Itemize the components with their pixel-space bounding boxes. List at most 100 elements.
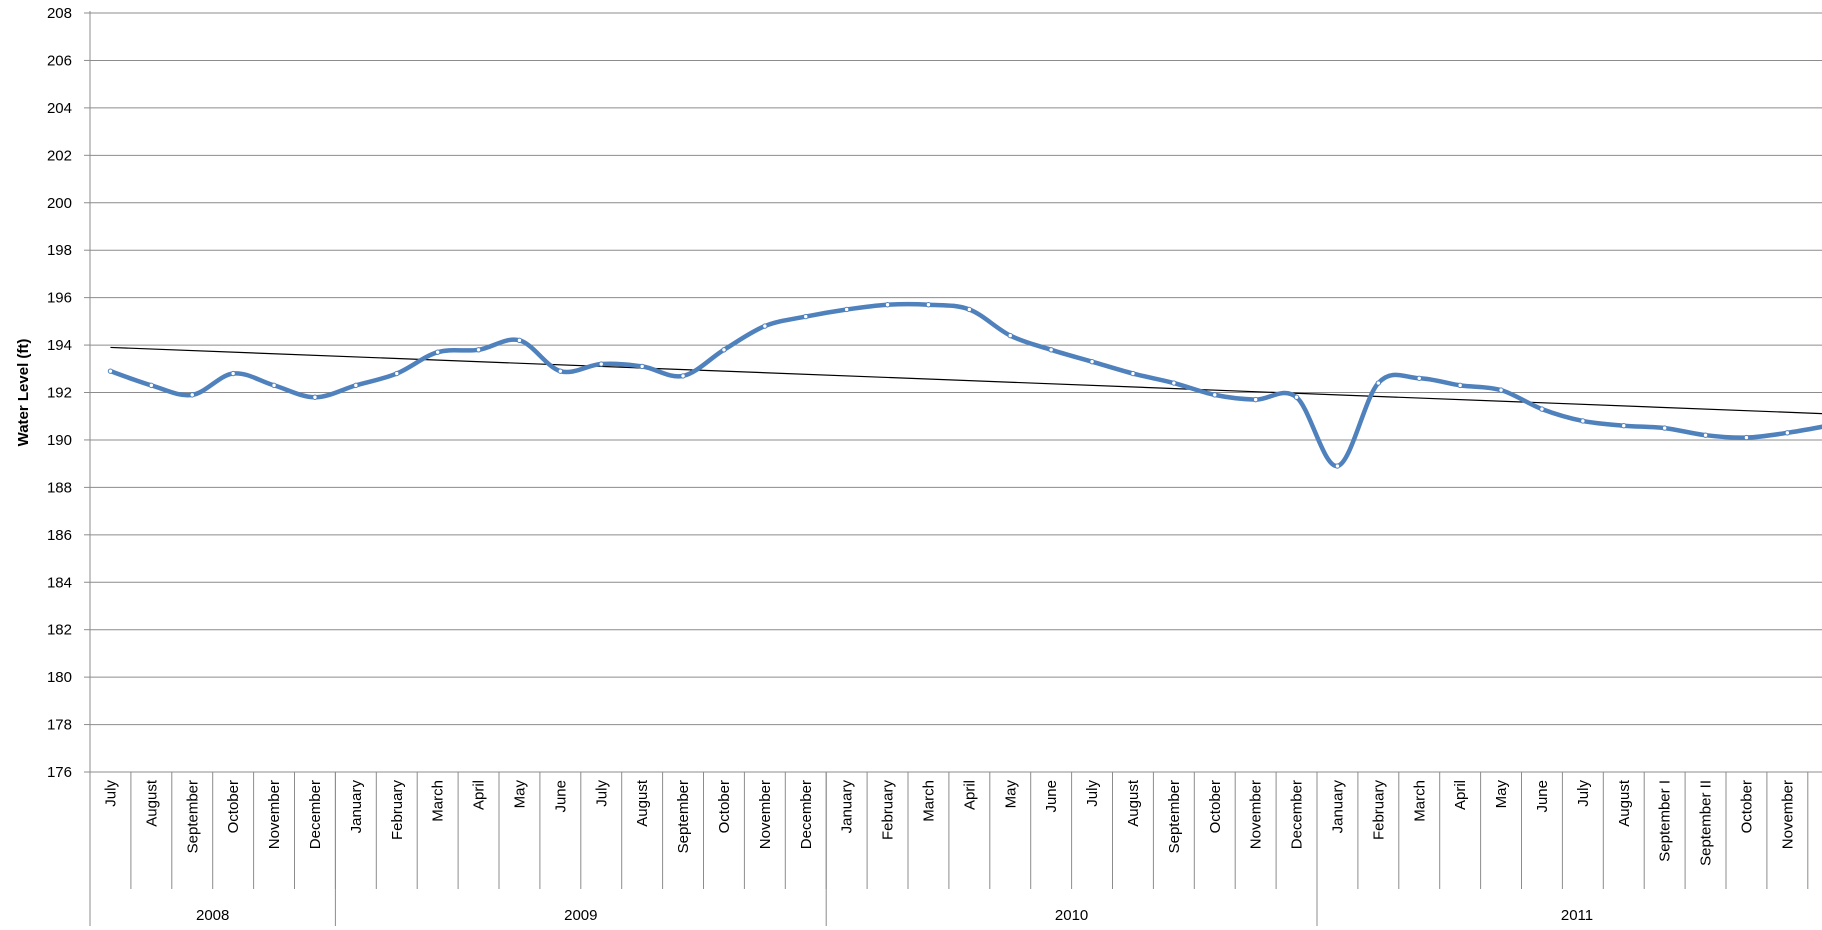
data-point — [1580, 418, 1586, 424]
y-tick-label: 192 — [47, 385, 72, 402]
x-category-label: January — [839, 780, 856, 834]
data-point — [312, 394, 318, 400]
data-point — [925, 302, 932, 308]
data-point — [1212, 392, 1218, 398]
y-tick-label: 194 — [47, 337, 72, 354]
x-category-label: March — [920, 780, 937, 822]
x-category-label: April — [961, 780, 978, 810]
y-tick-label: 196 — [47, 290, 72, 307]
x-category-label: February — [389, 780, 406, 841]
y-tick-label: 188 — [47, 479, 72, 496]
data-point — [1375, 380, 1382, 386]
data-point — [516, 337, 523, 344]
x-category-label: May — [1002, 780, 1019, 809]
x-category-label: July — [102, 780, 119, 807]
x-category-label: June — [552, 780, 569, 813]
y-tick-label: 198 — [47, 242, 72, 259]
x-category-label: January — [348, 780, 365, 834]
data-point — [1743, 434, 1750, 441]
y-tick-label: 176 — [47, 764, 72, 781]
x-category-label: November — [1779, 780, 1796, 849]
data-point — [1539, 406, 1545, 412]
x-category-label: February — [1370, 780, 1387, 841]
y-tick-label: 202 — [47, 147, 72, 164]
x-category-label: April — [1452, 780, 1469, 810]
y-tick-label: 182 — [47, 622, 72, 639]
x-category-label: August — [1125, 779, 1142, 827]
data-point — [1661, 425, 1668, 431]
x-category-label: February — [880, 780, 897, 841]
x-category-label: October — [1738, 780, 1755, 833]
x-category-label: August — [634, 779, 651, 827]
x-year-label: 2010 — [1055, 907, 1088, 924]
x-category-label: July — [1575, 780, 1592, 807]
series-points — [107, 302, 1791, 469]
data-point — [639, 363, 645, 370]
x-category-label: October — [225, 780, 242, 833]
data-point — [1293, 394, 1300, 400]
trend-line — [110, 346, 1822, 415]
y-tick-label: 208 — [47, 5, 72, 22]
x-category-label: November — [266, 780, 283, 849]
x-category-label: June — [1043, 780, 1060, 813]
data-point — [1498, 387, 1504, 393]
data-point — [1457, 382, 1463, 389]
data-point — [1252, 396, 1259, 403]
data-point — [394, 370, 400, 377]
data-point — [107, 368, 114, 374]
series-line — [109, 301, 1822, 469]
data-point — [762, 323, 768, 329]
y-tick-label: 178 — [47, 717, 72, 734]
y-tick-label: 206 — [47, 52, 72, 69]
x-category-label: September II — [1698, 780, 1715, 866]
y-tick-label: 184 — [47, 574, 72, 591]
x-category-label: November — [1248, 780, 1265, 849]
data-point — [1702, 432, 1709, 438]
x-category-label: January — [1329, 780, 1346, 834]
data-point — [1089, 358, 1095, 365]
y-axis-tick-labels: 176 178 180 182 184 186 188 190 192 194 196 198 200 2… — [47, 5, 72, 781]
data-point — [1171, 380, 1177, 386]
data-point — [1130, 370, 1136, 377]
data-point — [1416, 375, 1422, 381]
x-category-label: May — [511, 780, 528, 809]
data-point — [1048, 347, 1054, 353]
x-category-label: September — [1166, 780, 1183, 853]
x-axis-category-labels: July August September October November Decemb… — [102, 772, 1822, 889]
data-point — [1784, 430, 1791, 436]
data-point — [1621, 423, 1627, 429]
x-category-label: September — [184, 780, 201, 853]
data-point — [1334, 463, 1341, 469]
x-category-label: July — [593, 780, 610, 807]
x-year-label: 2011 — [1561, 907, 1593, 924]
x-category-label: August — [1616, 779, 1633, 827]
data-point — [884, 302, 891, 308]
x-category-label: June — [1534, 780, 1551, 813]
y-tick-label: 200 — [47, 195, 72, 212]
y-axis-title: Water Level (ft) — [15, 339, 32, 447]
x-category-label: April — [471, 780, 488, 810]
y-tick-label: 204 — [47, 100, 72, 117]
x-category-label: September — [675, 780, 692, 853]
data-point — [353, 382, 359, 389]
y-tick-label: 180 — [47, 669, 72, 686]
x-category-label: August — [143, 779, 160, 827]
x-category-label: July — [1084, 780, 1101, 807]
x-category-label: December — [798, 780, 815, 849]
data-point — [680, 373, 686, 379]
data-point — [271, 382, 277, 389]
data-point — [434, 349, 441, 355]
data-point — [843, 306, 850, 313]
x-category-label: December — [307, 780, 324, 849]
x-year-label: 2009 — [564, 907, 597, 924]
x-category-label: September I — [1657, 780, 1674, 862]
data-point — [557, 368, 564, 374]
data-point — [598, 361, 604, 367]
x-axis-year-labels: 2008 2009 2010 2011 — [196, 772, 1593, 926]
x-category-label: October — [1207, 780, 1224, 833]
data-point — [189, 392, 195, 398]
data-point — [148, 382, 155, 389]
y-gridlines — [84, 12, 1822, 773]
y-tick-label: 186 — [47, 527, 72, 544]
